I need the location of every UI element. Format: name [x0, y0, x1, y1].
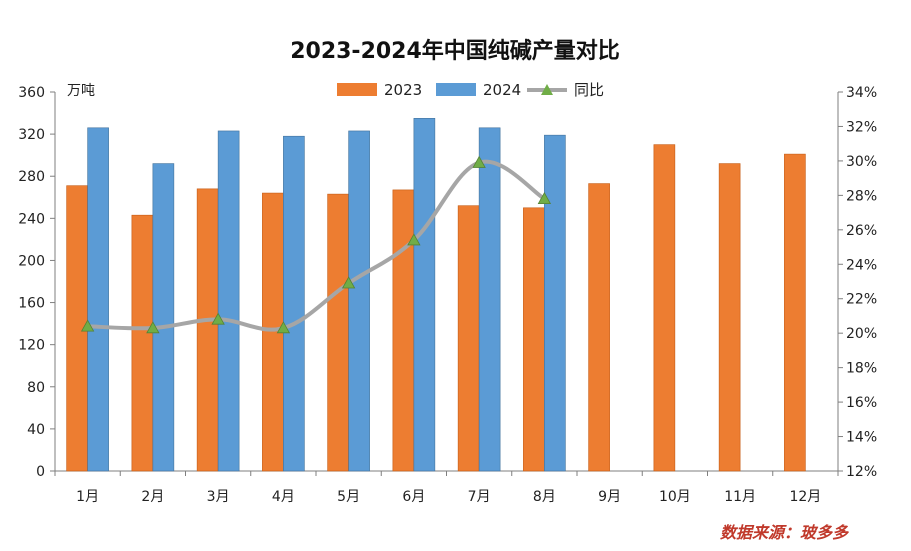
legend-swatch-2023 [337, 83, 377, 96]
y-right-tick-label: 14% [846, 430, 877, 446]
y-left-tick-label: 320 [18, 127, 45, 143]
y-left-tick-label: 240 [18, 211, 45, 227]
bar-2024 [283, 135, 305, 472]
bar-2023 [131, 214, 154, 472]
x-tick-label: 5月 [337, 489, 360, 505]
bar-2024 [348, 130, 370, 472]
y-right-tick-label: 26% [846, 223, 877, 239]
y-right-tick-label: 18% [846, 361, 877, 377]
y-left-tick-label: 120 [18, 338, 45, 354]
x-tick-label: 6月 [402, 489, 425, 505]
x-tick-label: 8月 [533, 489, 556, 505]
y-right-tick-label: 12% [846, 464, 877, 480]
y-right-tick-label: 16% [846, 395, 877, 411]
bar-2023 [392, 189, 415, 472]
y-right-tick-label: 24% [846, 257, 877, 273]
y-left-tick-label: 80 [27, 380, 45, 396]
y-right-tick-label: 22% [846, 292, 877, 308]
y-left-tick-label: 160 [18, 296, 45, 312]
x-tick-label: 7月 [468, 489, 491, 505]
y-right-tick-label: 20% [846, 326, 877, 342]
y-right-tick-label: 28% [846, 188, 877, 204]
x-tick-label: 11月 [724, 489, 756, 505]
bar-2023 [718, 163, 741, 472]
legend-label-2023: 2023 [384, 81, 422, 99]
bar-2024 [544, 134, 566, 472]
bar-2023 [457, 205, 480, 472]
bars [66, 118, 806, 472]
x-tick-label: 3月 [207, 489, 230, 505]
legend: 2023 2024 同比 [337, 81, 604, 99]
source-note: 数据来源：玻多多 [720, 523, 850, 542]
bar-2023 [653, 144, 676, 472]
legend-label-yoy: 同比 [574, 81, 604, 99]
yoy-marker [407, 233, 421, 246]
x-tick-label: 12月 [789, 489, 821, 505]
y-left-tick-label: 280 [18, 169, 45, 185]
yoy-marker [341, 276, 356, 289]
legend-swatch-2024 [436, 83, 476, 96]
bar-2024 [152, 163, 175, 472]
y-left-tick-label: 0 [36, 464, 45, 480]
bar-2023 [196, 188, 219, 472]
yoy-marker [211, 312, 225, 325]
yoy-marker [472, 155, 486, 168]
x-tick-label: 10月 [659, 489, 691, 505]
x-tick-label: 1月 [76, 489, 99, 505]
yoy-line [80, 155, 552, 334]
bar-2024 [87, 127, 109, 472]
y-unit-label: 万吨 [67, 83, 95, 99]
yoy-marker [146, 321, 160, 334]
bar-2024 [478, 127, 501, 472]
yoy-marker [80, 319, 95, 332]
bar-2023 [523, 207, 545, 472]
axes: 0 40 80 120 160 200 240 280 320 360 12% 14% 16% 18% 20… [18, 85, 877, 505]
bar-2023 [327, 193, 349, 472]
y-left-tick-label: 200 [18, 253, 45, 269]
y-right-tick-label: 30% [846, 154, 877, 170]
y-left-tick-label: 40 [27, 422, 45, 438]
legend-label-2024: 2024 [483, 81, 521, 99]
x-tick-label: 4月 [272, 489, 295, 505]
y-left-tick-label: 360 [18, 85, 45, 101]
x-tick-label: 9月 [598, 489, 621, 505]
chart-title: 2023-2024年中国纯碱产量对比 [290, 38, 620, 64]
yoy-marker [537, 191, 552, 205]
y-right-tick-label: 32% [846, 119, 877, 135]
bar-2023 [588, 183, 610, 472]
legend-swatch-yoy-marker [541, 84, 553, 95]
bar-2024 [217, 130, 240, 472]
y-right-tick-label: 34% [846, 85, 877, 101]
bar-2024 [413, 118, 436, 472]
x-tick-label: 2月 [141, 489, 164, 505]
yoy-marker [276, 321, 291, 334]
bar-2023 [784, 153, 806, 472]
